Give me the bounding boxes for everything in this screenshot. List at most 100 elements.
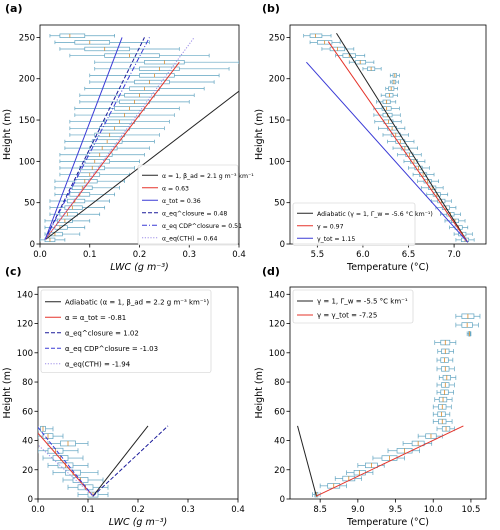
y-tick-label: 100: [19, 157, 35, 167]
x-tick-label: 7.0: [447, 250, 461, 260]
y-tick-label: 100: [269, 349, 285, 359]
legend: Adiabatic (γ = 1, Γ_w = -5.6 °C km⁻¹) γ =…: [292, 202, 433, 246]
x-tick-label: 9.0: [351, 505, 365, 515]
series-line: [92, 425, 149, 497]
panel-c: (c) 0.0 0.1 0.2 0.3 0.4 0 20 40 60 80 100 120 140 LWC …: [2, 265, 245, 528]
y-axis-label: Height (m): [2, 109, 13, 160]
x-tick-label: 0.4: [232, 250, 246, 260]
x-tick-label: 0.0: [33, 250, 47, 260]
y-tick-label: 40: [22, 437, 33, 447]
legend-label: α_eq^closure = 0.48: [162, 210, 227, 217]
panel-d: (d) 8.5 9.0 9.5 10.0 10.5 0 20 40 60 80 100 120 140 Te…: [254, 265, 487, 528]
legend-label: γ_tot = 1.15: [317, 236, 355, 243]
x-axis-label: LWC (g m⁻³): [110, 262, 169, 273]
series-line: [44, 37, 150, 241]
legend-label: γ = γ_tot = -7.25: [317, 312, 377, 320]
series-line: [327, 41, 469, 243]
series-line: [92, 425, 169, 497]
box-iqr: [309, 33, 323, 38]
y-tick-label: 150: [19, 116, 35, 126]
y-tick-label: 80: [274, 378, 285, 388]
x-tick-label: 6.0: [356, 250, 370, 260]
box-iqr: [104, 53, 160, 58]
series-line: [316, 425, 464, 497]
box-iqr: [59, 212, 78, 217]
y-tick-label: 60: [274, 407, 285, 417]
x-tick-label: 0.1: [81, 505, 95, 515]
box-iqr: [74, 40, 110, 45]
box-iqr: [84, 159, 111, 164]
y-tick-label: 200: [19, 75, 35, 85]
legend-frame: [137, 164, 239, 246]
panel-label: (a): [5, 2, 22, 15]
x-tick-label: 0.1: [83, 250, 97, 260]
series-line: [38, 432, 94, 497]
legend-label: α_tot = 0.36: [162, 198, 201, 205]
series-line: [38, 427, 94, 497]
y-tick-label: 40: [274, 437, 285, 447]
x-axis-label: Temperature (°C): [346, 262, 429, 273]
y-tick-label: 200: [269, 75, 285, 85]
x-tick-label: 0.4: [231, 505, 245, 515]
y-tick-label: 50: [274, 199, 285, 209]
x-tick-label: 9.5: [389, 505, 403, 515]
legend-label: α_eq(CTH) = 0.64: [162, 235, 217, 242]
x-tick-label: 0.0: [31, 505, 45, 515]
legend: Adiabatic (α = 1, β_ad = 2.2 g m⁻³ km⁻¹)…: [40, 289, 212, 373]
y-tick-label: 150: [269, 116, 285, 126]
legend-label: α = 0.63: [162, 185, 189, 192]
x-axis-label: Temperature (°C): [346, 517, 429, 528]
series-line: [44, 37, 145, 241]
series-line: [297, 425, 317, 497]
y-tick-label: 50: [24, 199, 35, 209]
axes-frame: [289, 286, 487, 500]
series-line: [306, 61, 469, 243]
legend-frame: [292, 289, 414, 324]
series-lines: [297, 425, 464, 497]
panel-label: (d): [262, 265, 280, 278]
legend-label: α_eq^closure = 1.02: [65, 329, 139, 337]
y-tick-label: 120: [17, 320, 33, 330]
panel-a: (a) 0.0 0.1 0.2 0.3 0.4 0 50 100 150 200 250 LWC (g …: [2, 2, 254, 273]
y-tick-label: 0: [280, 495, 285, 505]
box-iqr: [74, 179, 98, 184]
legend-frame: [40, 289, 212, 373]
y-tick-label: 140: [17, 290, 33, 300]
legend-label: α = α_tot = -0.81: [65, 314, 126, 322]
x-tick-label: 0.2: [131, 505, 145, 515]
y-axis-label: Height (m): [2, 367, 13, 418]
x-tick-label: 10.5: [461, 505, 480, 515]
x-tick-label: 5.5: [311, 250, 325, 260]
y-tick-label: 250: [19, 33, 35, 43]
legend-label: Adiabatic (α = 1, β_ad = 2.2 g m⁻³ km⁻¹): [65, 298, 209, 306]
x-tick-label: 0.3: [181, 505, 195, 515]
series-line: [38, 444, 94, 497]
y-tick-label: 0: [30, 240, 35, 250]
x-tick-label: 10.0: [424, 505, 443, 515]
legend: γ = 1, Γ_w = -5.5 °C km⁻¹ γ = γ_tot = -7.…: [292, 289, 414, 324]
box-iqr: [76, 172, 101, 177]
y-axis-label: Height (m): [254, 367, 265, 418]
y-axis-label: Height (m): [254, 109, 265, 160]
box-iqr: [134, 79, 170, 85]
legend-label: γ = 0.97: [317, 223, 344, 230]
series-line: [336, 32, 469, 243]
y-tick-label: 60: [22, 407, 33, 417]
box-iqr: [84, 46, 130, 52]
panel-b: (b) 5.5 6.0 6.5 7.0 0 50 100 150 200 250 Temperatur…: [254, 2, 487, 273]
y-tick-label: 250: [269, 33, 285, 43]
box-iqr: [139, 73, 175, 78]
legend-frame: [292, 202, 416, 246]
legend-label: γ = 1, Γ_w = -5.5 °C km⁻¹: [317, 298, 408, 306]
y-tick-label: 0: [280, 240, 285, 250]
y-tick-label: 0: [28, 495, 33, 505]
series-lines: [306, 32, 469, 243]
legend-label: α_eq CDP^closure = 0.51: [162, 223, 242, 230]
legend-label: α = 1, β_ad = 2.1 g m⁻³ km⁻¹: [162, 173, 254, 180]
legend-label: α_eq(CTH) = -1.94: [65, 360, 131, 368]
y-tick-label: 20: [274, 466, 285, 476]
legend: α = 1, β_ad = 2.1 g m⁻³ km⁻¹ α = 0.63 α_to…: [137, 164, 254, 246]
y-tick-label: 120: [269, 320, 285, 330]
y-tick-label: 100: [269, 157, 285, 167]
